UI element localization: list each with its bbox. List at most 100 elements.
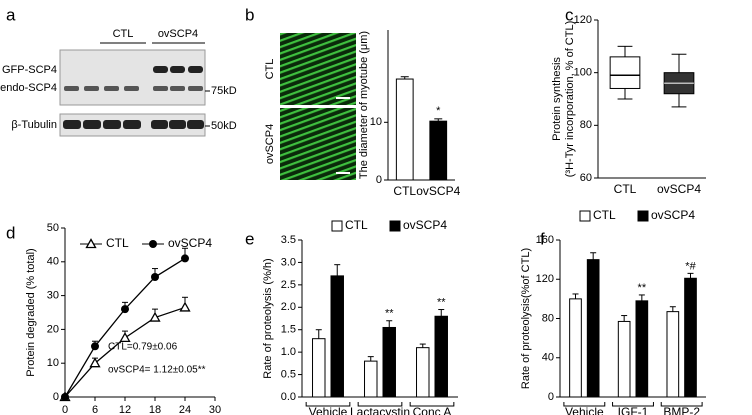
panel-label: b — [245, 5, 254, 24]
category-bracket — [563, 402, 606, 407]
annotation: ** — [385, 308, 394, 320]
bar — [330, 275, 344, 398]
y-tick-label: 1.5 — [281, 324, 296, 336]
annotation: CTL=0.79±0.06 — [108, 342, 178, 353]
y-axis-label: Rate of proteolysis(%of CTL) — [520, 248, 532, 389]
point — [121, 305, 129, 314]
x-tick-label: BMP-2 — [663, 405, 700, 415]
x-tick-label: 12 — [119, 404, 131, 415]
lane-label: ovSCP4 — [158, 28, 198, 40]
point — [149, 311, 161, 322]
y-tick-label: 3.5 — [281, 234, 296, 246]
y-tick-label: 0.5 — [281, 368, 296, 380]
bar — [312, 338, 326, 398]
legend-label: CTL — [106, 236, 129, 250]
point — [61, 393, 69, 401]
y-tick-label: 0 — [53, 391, 59, 403]
point — [179, 301, 191, 312]
y-tick-label: 0 — [376, 174, 382, 186]
y-tick-label: 2.5 — [281, 279, 296, 291]
y-tick-label: 50 — [47, 222, 59, 234]
y-tick-label: 10 — [47, 357, 59, 369]
legend-label: ovSCP4 — [651, 208, 695, 222]
marker-label: 75kD — [211, 85, 237, 97]
category-bracket — [409, 402, 455, 407]
legend-swatch — [637, 210, 649, 222]
y-tick-label: 60 — [580, 172, 592, 184]
x-tick-label: Conc A — [413, 405, 452, 415]
legend-label: CTL — [345, 218, 368, 232]
band-label: GFP-SCP4 — [2, 64, 57, 76]
y-tick-label: 80 — [542, 312, 554, 324]
y-tick-label: 160 — [536, 234, 554, 246]
membrane — [59, 49, 206, 106]
bar — [395, 78, 414, 181]
bar — [364, 360, 378, 398]
image-label: ovSCP4 — [264, 124, 276, 164]
legend-swatch — [579, 210, 591, 222]
panel-label: c — [565, 5, 574, 24]
micrograph — [280, 33, 356, 105]
panel-label: d — [6, 223, 15, 242]
y-tick-label: 40 — [47, 256, 59, 268]
x-tick-label: 6 — [92, 404, 98, 415]
bar — [635, 300, 649, 398]
point — [91, 342, 99, 351]
point — [151, 273, 159, 282]
point — [89, 357, 101, 368]
annotation: ovSCP4= 1.12±0.05** — [108, 365, 206, 376]
y-axis-label: Rate of proteolysis (%/h) — [262, 258, 274, 378]
y-tick-label: 120 — [536, 273, 554, 285]
bar — [666, 311, 680, 398]
legend-swatch — [331, 220, 343, 232]
panel-label: a — [6, 5, 16, 24]
legend-label: CTL — [593, 208, 616, 222]
y-tick-label: 1.0 — [281, 346, 296, 358]
y-tick-label: 2.0 — [281, 301, 296, 313]
point — [85, 238, 97, 249]
annotation: *# — [685, 260, 696, 272]
band-label: endo-SCP4 — [0, 82, 57, 94]
x-tick-label: 18 — [149, 404, 161, 415]
y-axis-label: Protein degraded (% total) — [25, 248, 37, 376]
x-tick-label: 24 — [179, 404, 191, 415]
y-tick-label: 0 — [548, 391, 554, 403]
category-bracket — [660, 402, 703, 407]
legend-swatch — [389, 220, 401, 232]
annotation: ** — [638, 282, 647, 294]
bar — [434, 315, 448, 398]
micrograph — [280, 108, 356, 180]
y-tick-label: 10 — [370, 116, 382, 128]
marker-label: 50kD — [211, 120, 237, 132]
y-axis-label: Protein synthesis — [551, 57, 563, 141]
bar — [586, 259, 600, 398]
box — [609, 56, 641, 89]
image-label: CTL — [264, 59, 276, 80]
x-tick-label: Lactacystin — [350, 405, 410, 415]
y-tick-label: 100 — [574, 67, 592, 79]
y-tick-label: 40 — [542, 352, 554, 364]
annotation: ** — [437, 296, 446, 308]
lane-label: CTL — [113, 28, 134, 40]
x-tick-label: CTL — [393, 184, 416, 198]
x-tick-label: 0 — [62, 404, 68, 415]
panel-label: e — [245, 229, 254, 248]
y-tick-label: 30 — [47, 290, 59, 302]
point — [181, 254, 189, 263]
y-tick-label: 20 — [47, 323, 59, 335]
bar — [569, 298, 582, 398]
bands — [63, 66, 204, 129]
x-tick-label: CTL — [614, 182, 637, 196]
legend-label: ovSCP4 — [168, 236, 212, 250]
category-bracket — [612, 402, 654, 407]
point — [119, 332, 131, 342]
y-tick-label: 0.0 — [281, 391, 296, 403]
band-label: β-Tubulin — [11, 119, 57, 131]
bar — [416, 347, 430, 398]
x-tick-label: ovSCP4 — [416, 184, 460, 198]
x-tick-label: Vehicle — [309, 405, 348, 415]
y-tick-label: 120 — [574, 14, 592, 26]
category-bracket — [357, 402, 403, 407]
y-tick-label: 3.0 — [281, 256, 296, 268]
